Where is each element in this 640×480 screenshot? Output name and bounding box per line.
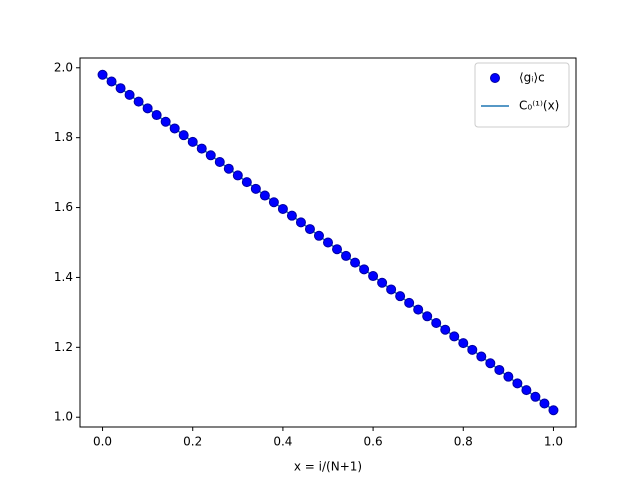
point: [223, 163, 234, 174]
y-tick-label: 1.0: [54, 410, 73, 424]
point: [205, 150, 216, 161]
point: [449, 331, 460, 342]
point: [142, 103, 153, 114]
x-tick-label: 0.4: [273, 435, 292, 449]
point: [413, 304, 424, 315]
point: [368, 271, 379, 282]
y-tick-label: 1.4: [54, 270, 73, 284]
point: [548, 405, 559, 416]
x-tick-label: 0.8: [454, 435, 473, 449]
point: [521, 385, 532, 396]
point: [512, 378, 523, 389]
point: [503, 371, 514, 382]
legend-label: ⟨gᵢ⟩c: [519, 71, 545, 85]
point: [286, 210, 297, 221]
point: [539, 398, 550, 409]
point: [304, 224, 315, 235]
point: [241, 177, 252, 188]
point: [151, 110, 162, 121]
y-tick-label: 1.6: [54, 200, 73, 214]
point: [106, 76, 117, 87]
point: [232, 170, 243, 181]
point: [422, 311, 433, 322]
point: [187, 136, 198, 147]
point: [178, 130, 189, 141]
plot-frame: [79, 57, 577, 428]
point: [530, 391, 541, 402]
x-tick-label: 0.0: [93, 435, 112, 449]
x-tick-label: 0.6: [364, 435, 383, 449]
point: [404, 297, 415, 308]
point: [124, 89, 135, 100]
point: [476, 351, 487, 362]
point: [323, 237, 333, 248]
x-axis-label: x = i/(N+1): [294, 460, 362, 474]
y-tick-label: 1.2: [54, 340, 73, 354]
point: [467, 344, 478, 355]
point: [196, 143, 207, 154]
x-tick-label: 1.0: [544, 435, 563, 449]
point: [458, 338, 469, 349]
legend-marker: [490, 73, 500, 83]
point: [250, 183, 261, 194]
point: [115, 83, 126, 94]
point: [494, 364, 505, 375]
point: [395, 291, 406, 302]
point: [313, 230, 324, 241]
point: [485, 358, 496, 369]
y-tick-label: 2.0: [54, 60, 73, 74]
point: [377, 277, 388, 288]
point: [214, 156, 225, 167]
point: [160, 116, 171, 127]
point: [350, 257, 361, 268]
point: [332, 244, 343, 255]
point: [431, 318, 442, 329]
point: [97, 69, 108, 80]
point: [133, 96, 144, 107]
point: [169, 123, 180, 134]
point: [277, 203, 288, 214]
x-tick-label: 0.2: [183, 435, 202, 449]
point: [359, 264, 370, 275]
point: [386, 284, 397, 295]
point: [295, 217, 306, 228]
point: [440, 324, 451, 335]
legend-label: C₀⁽¹⁾(x): [519, 99, 559, 113]
y-tick-label: 1.8: [54, 130, 73, 144]
point: [259, 190, 270, 201]
point: [268, 197, 279, 208]
point: [341, 250, 352, 261]
